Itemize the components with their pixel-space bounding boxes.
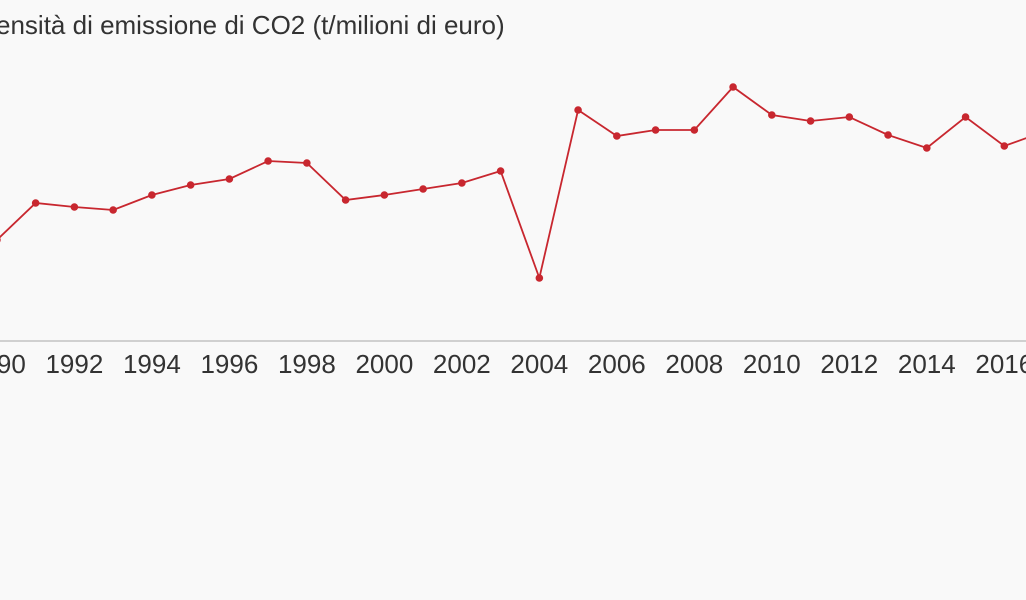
point — [0, 237, 1, 243]
line — [0, 85, 1026, 282]
point — [651, 126, 660, 134]
point — [380, 191, 389, 199]
x-tick-label: 2008 — [665, 349, 723, 379]
point — [31, 199, 40, 207]
x-tick-label: 2002 — [433, 349, 491, 379]
point — [1000, 142, 1009, 150]
x-tick-label: 2014 — [898, 349, 956, 379]
x-tick-label: 2016 — [975, 349, 1026, 379]
x-tick-label: 2000 — [355, 349, 413, 379]
point — [845, 113, 854, 121]
point — [961, 113, 970, 121]
point — [225, 175, 234, 183]
point — [768, 111, 776, 119]
chart-title: ensità di emissione di CO2 (t/milioni di… — [0, 10, 505, 40]
x-tick-label: 2004 — [510, 349, 568, 379]
point — [690, 126, 699, 134]
point — [496, 167, 505, 175]
point — [729, 83, 737, 91]
x-tick-label: 1998 — [278, 349, 336, 379]
point — [806, 117, 815, 125]
point — [264, 157, 272, 165]
x-tick-label: 1990 — [0, 349, 26, 379]
x-tick-label: 2006 — [588, 349, 646, 379]
point — [884, 131, 892, 139]
x-tick-label: 1994 — [123, 349, 181, 379]
point — [613, 132, 621, 140]
point — [109, 206, 117, 214]
point — [186, 181, 195, 189]
point — [923, 144, 931, 152]
x-tick-label: 1992 — [45, 349, 103, 379]
point — [303, 159, 311, 167]
point — [458, 179, 466, 187]
x-tick-label: 2012 — [820, 349, 878, 379]
point — [148, 191, 156, 199]
point — [535, 274, 544, 282]
x-tick-label: 2010 — [743, 349, 801, 379]
point — [70, 203, 79, 211]
point — [574, 106, 582, 114]
point — [341, 196, 350, 204]
x-tick-label: 1996 — [200, 349, 258, 379]
point — [419, 185, 427, 193]
